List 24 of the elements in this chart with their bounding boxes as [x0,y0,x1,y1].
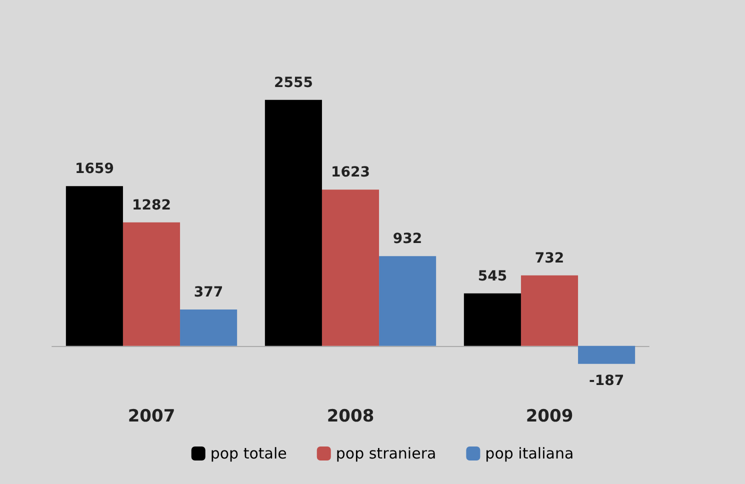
data-label: 1659 [74,161,114,178]
bar [322,190,380,346]
data-label: 2555 [274,74,313,91]
bar [122,222,180,346]
x-tick-label: 2007 [128,406,176,426]
data-label: 1623 [331,164,370,181]
bar [264,100,322,346]
x-tick-label: 2008 [326,406,374,426]
legend-label: pop straniera [336,444,436,462]
data-label: 932 [392,231,422,248]
data-label: -187 [589,372,624,389]
bar [464,293,521,346]
legend-label: pop totale [210,444,287,462]
legend-label: pop italiana [485,444,574,462]
data-label: 1282 [132,197,171,214]
bar [520,275,578,346]
bar [66,186,123,346]
bar [379,256,436,346]
x-tick-label: 2009 [526,406,574,426]
data-label: 545 [478,268,508,284]
bar [578,346,636,364]
data-label: 377 [194,284,224,301]
bar [180,310,238,346]
data-label: 732 [534,250,564,266]
